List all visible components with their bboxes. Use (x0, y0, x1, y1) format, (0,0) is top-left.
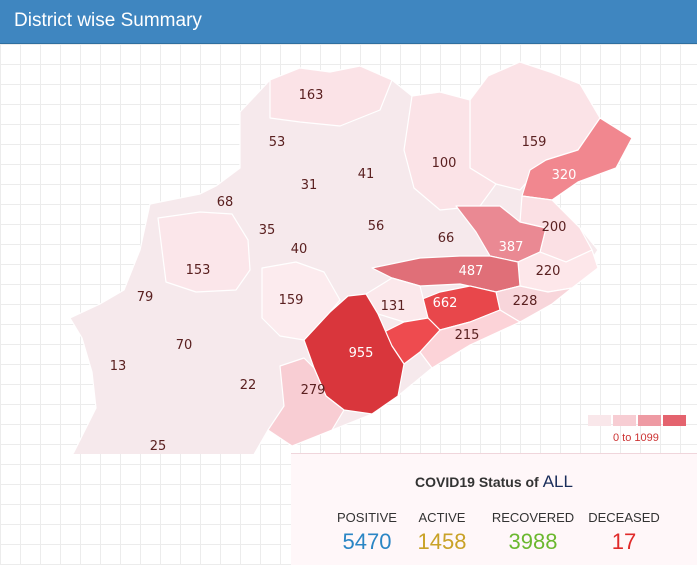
district-label: 22 (240, 378, 257, 393)
district-region (403, 91, 497, 211)
legend-swatch (663, 415, 686, 426)
status-scope: ALL (542, 472, 573, 491)
legend-swatch (588, 415, 611, 426)
district-label: 56 (368, 219, 385, 234)
district-label: 13 (110, 359, 127, 374)
stat-label: RECOVERED (491, 510, 575, 525)
stat-label: ACTIVE (418, 510, 466, 525)
stat-positive: POSITIVE 5470 (325, 510, 409, 555)
district-labels: 163 53 41 31 100 159 320 68 35 56 66 200… (110, 88, 577, 454)
district-label: 215 (455, 328, 480, 343)
district-label: 41 (358, 167, 375, 182)
district-label: 955 (349, 346, 374, 361)
district-label: 153 (186, 263, 211, 278)
page-title: District wise Summary (14, 10, 202, 31)
district-label: 159 (279, 293, 304, 308)
stat-value: 1458 (417, 529, 467, 554)
district-label: 79 (137, 290, 154, 305)
district-label: 68 (217, 195, 234, 210)
district-label: 163 (299, 88, 324, 103)
district-label: 159 (522, 135, 547, 150)
status-title: COVID19 Status of ALL (291, 472, 697, 492)
district-label: 70 (176, 338, 193, 353)
stat-label: POSITIVE (337, 510, 397, 525)
district-region (419, 309, 521, 369)
district-region (157, 211, 251, 293)
district-label: 387 (499, 240, 524, 255)
stat-recovered: RECOVERED 3988 (481, 510, 585, 555)
status-panel: COVID19 Status of ALL POSITIVE 5470 ACTIV… (291, 453, 697, 565)
stat-value: 5470 (342, 529, 392, 554)
district-label: 40 (291, 242, 308, 257)
stat-active: ACTIVE 1458 (405, 510, 479, 555)
legend-range-label: 0 to 1099 (613, 432, 659, 444)
legend-swatch (613, 415, 636, 426)
district-label: 200 (542, 220, 567, 235)
district-label: 35 (259, 223, 276, 238)
status-title-text: COVID19 Status of (415, 474, 539, 490)
district-label: 53 (269, 135, 286, 150)
district-label: 220 (536, 264, 561, 279)
district-label: 279 (301, 383, 326, 398)
district-label: 66 (438, 231, 455, 246)
district-region (267, 357, 345, 447)
legend-swatches (588, 415, 694, 426)
district-label: 228 (513, 294, 538, 309)
page-header: District wise Summary (0, 0, 697, 44)
district-map: 163 53 41 31 100 159 320 68 35 56 66 200… (69, 61, 633, 454)
stat-value: 3988 (508, 529, 558, 554)
district-region (521, 117, 633, 201)
legend-swatch (638, 415, 661, 426)
district-label: 25 (150, 439, 167, 454)
district-label: 131 (381, 299, 406, 314)
district-region (269, 65, 393, 127)
color-legend: 0 to 1099 (588, 415, 694, 444)
district-label: 320 (552, 168, 577, 183)
stat-deceased: DECEASED 17 (579, 510, 669, 555)
stat-value: 17 (611, 529, 637, 554)
district-label: 100 (432, 156, 457, 171)
district-label: 662 (433, 296, 458, 311)
stat-label: DECEASED (588, 510, 660, 525)
district-label: 487 (459, 264, 484, 279)
district-label: 31 (301, 178, 318, 193)
district-region (261, 261, 341, 341)
